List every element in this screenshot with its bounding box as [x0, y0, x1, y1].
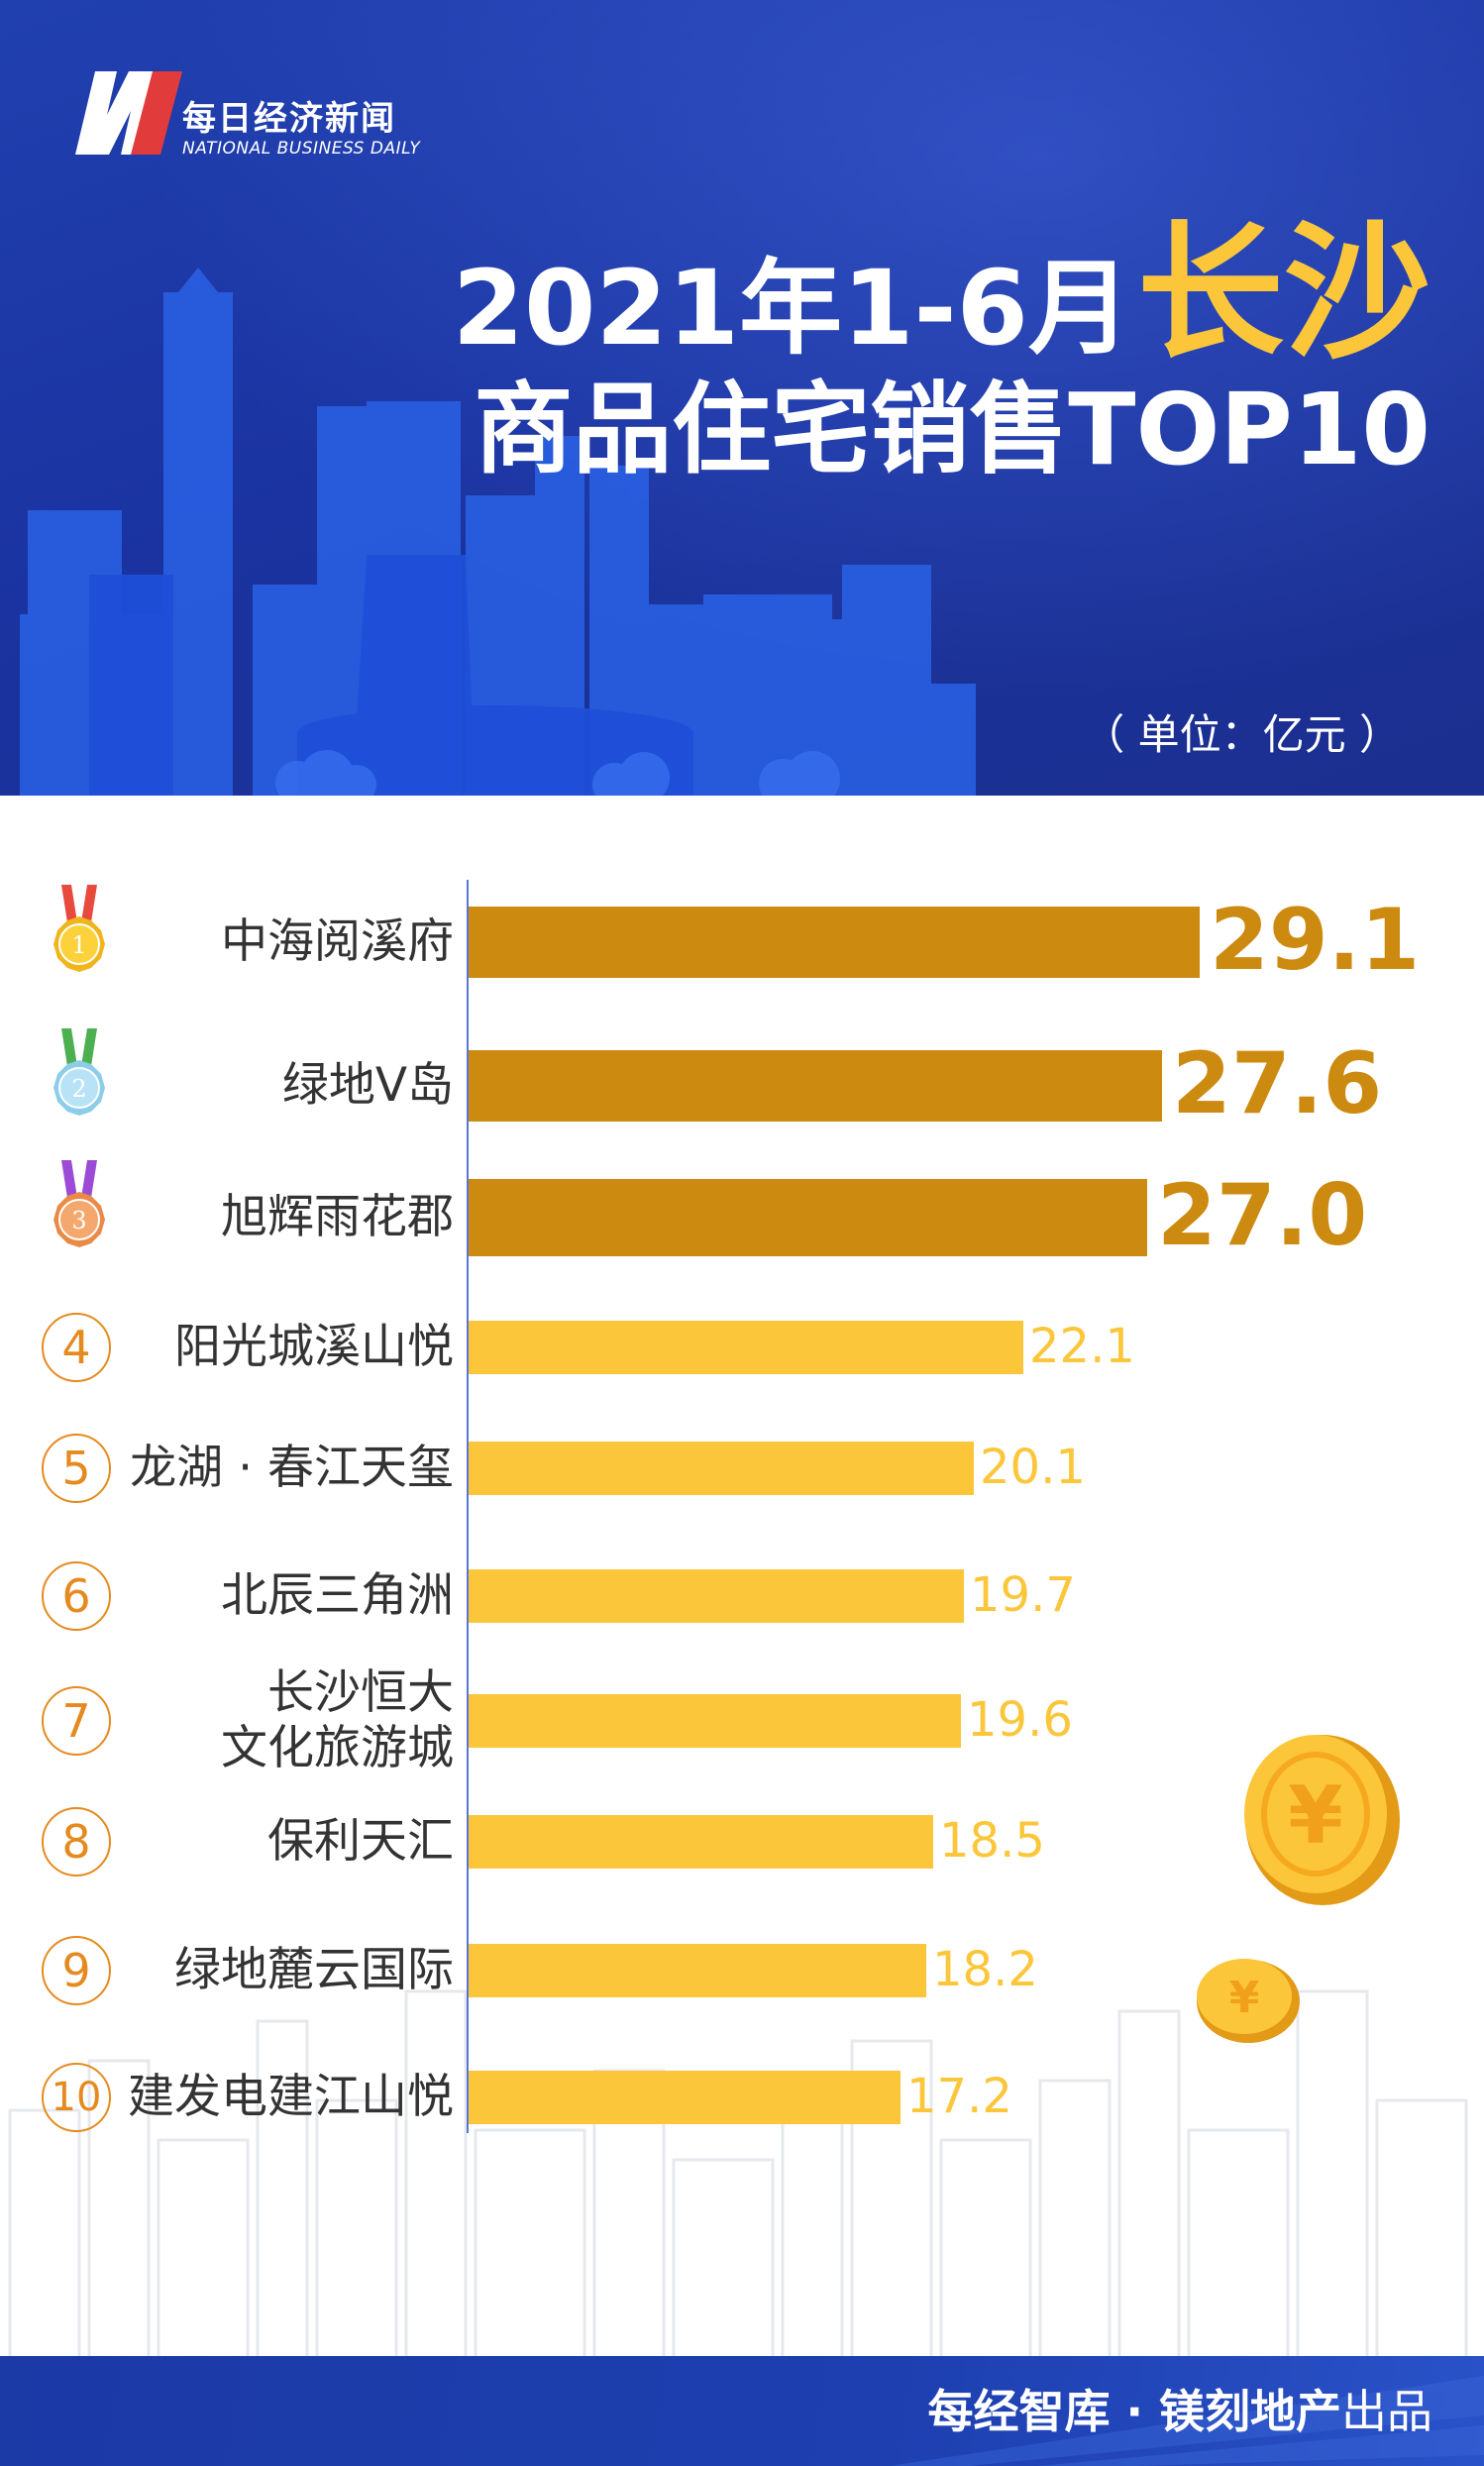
rank-badge-4: 4: [42, 1313, 111, 1382]
footer-banner: 每经智库 · 镁刻地产出品: [0, 2356, 1484, 2466]
title-period: 2021年1-6月: [452, 248, 1131, 369]
category-label-2: 绿地V岛: [281, 1058, 454, 1113]
category-label-1: 中海阅溪府: [221, 914, 454, 969]
value-label-8: 18.5: [939, 1813, 1045, 1870]
svg-text:2: 2: [71, 1075, 86, 1103]
value-label-4: 22.1: [1029, 1319, 1135, 1375]
header-banner: 每日经济新闻 NATIONAL BUSINESS DAILY 2021年1-6月…: [0, 0, 1484, 796]
medal-gold-icon: 1: [53, 885, 105, 972]
brand-name: 每日经济新闻: [182, 99, 396, 139]
bar-3: [469, 1179, 1147, 1256]
bar-9: [469, 1944, 926, 1997]
value-label-1: 29.1: [1210, 891, 1421, 991]
bar-4: [469, 1321, 1023, 1374]
category-label-4: 阳光城溪山悦: [174, 1320, 454, 1374]
value-label-10: 17.2: [906, 2069, 1012, 2125]
title-line-2: 商品住宅销售TOP10: [474, 372, 1431, 487]
rank-badge-8: 8: [42, 1807, 111, 1876]
medal-bronze-icon: 3: [53, 1160, 105, 1247]
title-city: 长沙: [1137, 208, 1431, 378]
bar-7: [469, 1694, 961, 1748]
rank-badge-7: 7: [42, 1686, 111, 1756]
category-label-5: 龙湖 · 春江天玺: [130, 1441, 454, 1495]
bar-10: [469, 2071, 901, 2124]
bar-6: [469, 1569, 964, 1623]
skyline-illustration: [20, 268, 976, 796]
nbd-logo: [75, 71, 182, 155]
brand-english: NATIONAL BUSINESS DAILY: [182, 139, 421, 159]
svg-text:1: 1: [71, 931, 86, 959]
medal-silver-icon: 2: [53, 1028, 105, 1116]
svg-text:3: 3: [71, 1207, 86, 1234]
bar-1: [469, 907, 1200, 978]
category-label-10: 建发电建江山悦: [128, 2070, 454, 2124]
footer-publishers: 每经智库 · 镁刻地产: [927, 2385, 1341, 2438]
bar-2: [469, 1050, 1162, 1122]
svg-text:¥: ¥: [1229, 1973, 1260, 2023]
unit-label: （ 单位：亿元 ）: [1083, 710, 1401, 759]
value-label-6: 19.7: [970, 1567, 1076, 1624]
bar-5: [469, 1442, 974, 1495]
footer-suffix: 出品: [1341, 2385, 1432, 2438]
category-label-3: 旭辉雨花郡: [221, 1190, 454, 1244]
category-label-9: 绿地麓云国际: [174, 1943, 454, 1997]
bar-8: [469, 1815, 933, 1869]
rank-badge-6: 6: [42, 1561, 111, 1631]
value-label-7: 19.6: [967, 1692, 1073, 1749]
value-label-5: 20.1: [980, 1440, 1086, 1496]
rank-badge-9: 9: [42, 1936, 111, 2005]
y-axis-line: [467, 880, 469, 2133]
category-label-7: 长沙恒大 文化旅游城: [221, 1665, 454, 1775]
title-line-1: 2021年1-6月长沙: [453, 173, 1431, 386]
value-label-9: 18.2: [932, 1942, 1038, 1998]
svg-text:¥: ¥: [1288, 1769, 1343, 1862]
rank-badge-5: 5: [42, 1434, 111, 1503]
footer-credit: 每经智库 · 镁刻地产出品: [927, 2376, 1432, 2441]
coin-icon: ¥ ¥: [1197, 1735, 1400, 2043]
background-skyline: [8, 1989, 1468, 2358]
rank-badge-10: 10: [42, 2063, 111, 2132]
value-label-2: 27.6: [1172, 1034, 1383, 1134]
value-label-3: 27.0: [1157, 1166, 1368, 1266]
category-label-6: 北辰三角洲: [221, 1568, 454, 1623]
category-label-8: 保利天汇: [267, 1814, 454, 1869]
